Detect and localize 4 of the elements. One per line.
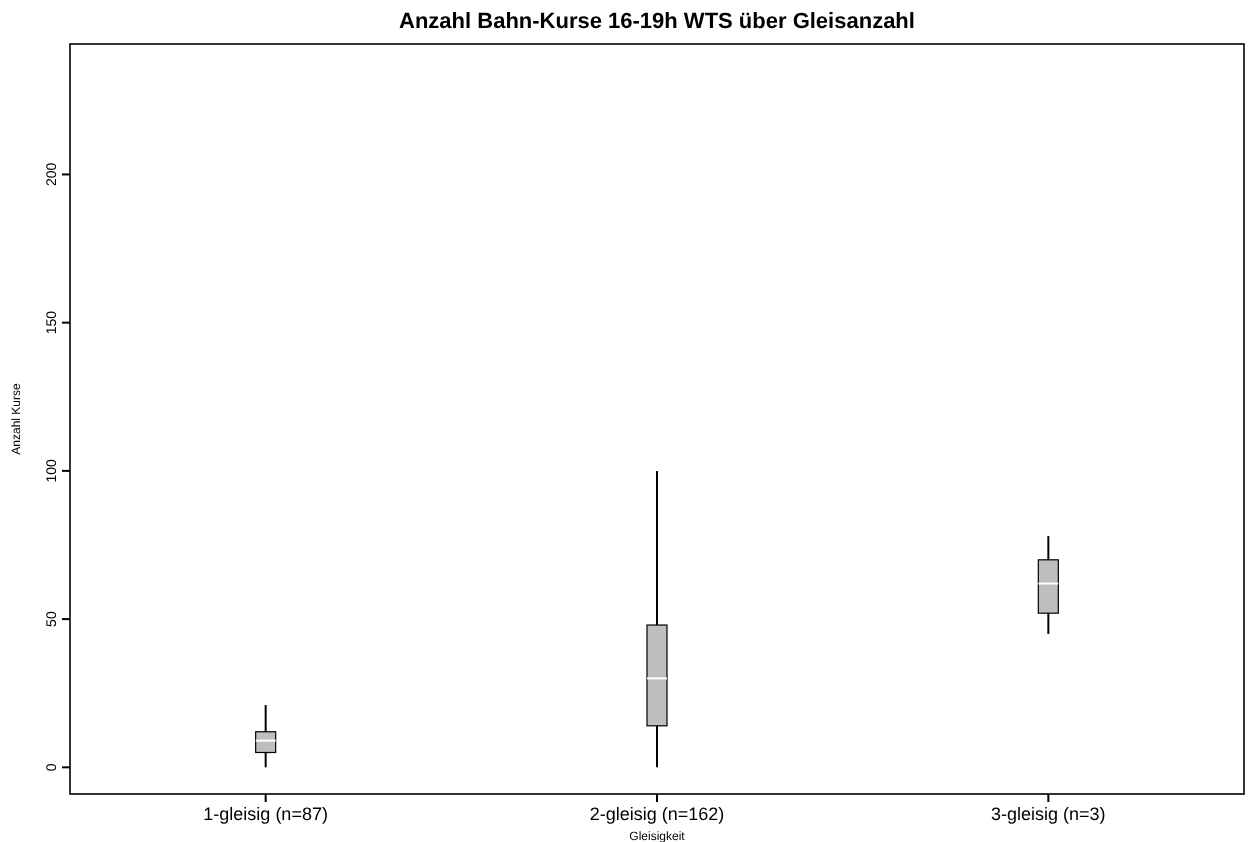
x-tick-label: 1-gleisig (n=87) — [203, 804, 328, 824]
x-tick-label: 2-gleisig (n=162) — [589, 804, 725, 824]
chart-title: Anzahl Bahn-Kurse 16-19h WTS über Gleisanzahl — [399, 10, 915, 34]
x-tick-label: 3-gleisig (n=3) — [991, 804, 1106, 824]
